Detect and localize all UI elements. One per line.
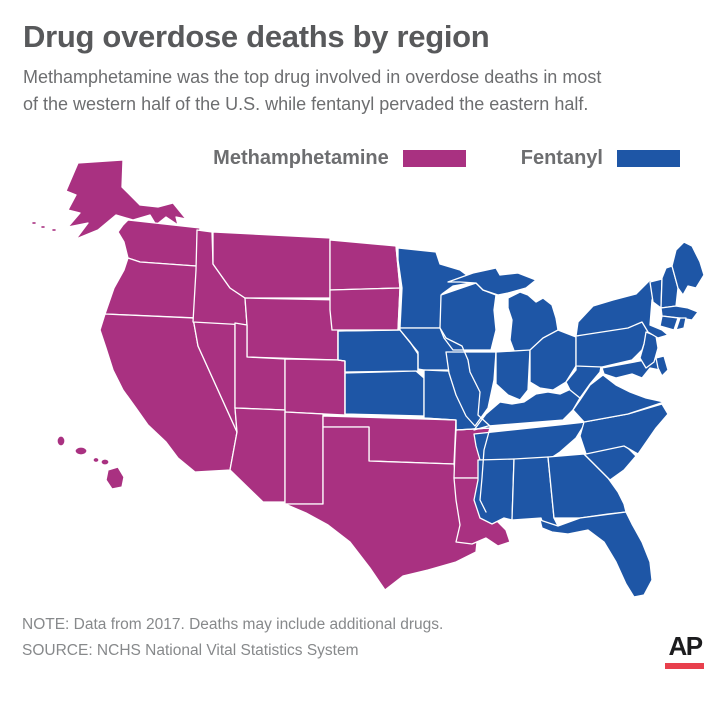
state-oregon (104, 257, 201, 319)
state-new-york (575, 279, 669, 339)
state-wisconsin (439, 282, 497, 351)
state-mississippi (473, 458, 515, 525)
state-kansas (344, 370, 425, 417)
page-title: Drug overdose deaths by region (23, 19, 490, 54)
state-connecticut (659, 315, 679, 331)
note-text: NOTE: Data from 2017. Deaths may include… (22, 616, 444, 633)
legend: Methamphetamine Fentanyl (213, 146, 680, 170)
state-florida (539, 511, 653, 598)
subtitle: Methamphetamine was the top drug involve… (23, 64, 713, 118)
state-minnesota (397, 247, 477, 329)
region-boundary-line (337, 245, 491, 513)
ap-logo-text: AP (668, 631, 703, 661)
state-ohio (529, 329, 577, 391)
ap-logo-red-bar (665, 663, 704, 669)
state-alaska (30, 159, 187, 240)
state-south-dakota (329, 287, 401, 331)
mississippi-river-line (439, 327, 491, 427)
state-new-jersey (639, 331, 659, 369)
source-text: SOURCE: NCHS National Vital Statistics S… (22, 642, 359, 659)
legend-item-methamphetamine: Methamphetamine (213, 147, 466, 170)
subtitle-line-2: of the western half of the U.S. while fe… (23, 94, 589, 114)
state-maine (671, 241, 705, 296)
state-kentucky (473, 387, 581, 431)
state-rhode-island (675, 317, 687, 331)
subtitle-line-1: Methamphetamine was the top drug involve… (23, 67, 602, 87)
us-map-svg (30, 159, 705, 598)
state-virginia (572, 374, 665, 423)
legend-label-methamphetamine: Methamphetamine (213, 146, 389, 169)
state-illinois (445, 351, 497, 427)
legend-label-fentanyl: Fentanyl (520, 146, 603, 169)
legend-item-fentanyl: Fentanyl (521, 147, 680, 170)
state-arizona (229, 407, 286, 503)
state-north-dakota (329, 239, 401, 291)
state-wyoming (244, 297, 339, 361)
state-colorado (284, 358, 346, 416)
missouri-river-line (399, 329, 419, 372)
state-delaware (655, 355, 669, 377)
state-tennessee (473, 421, 587, 461)
ap-logo: AP (665, 632, 705, 669)
state-montana (212, 231, 331, 299)
state-new-mexico (284, 411, 324, 505)
us-choropleth-map (28, 155, 718, 615)
state-hawaii (56, 435, 125, 490)
legend-swatch-methamphetamine (402, 149, 466, 167)
legend-swatch-fentanyl (617, 149, 680, 167)
state-indiana (495, 349, 531, 401)
